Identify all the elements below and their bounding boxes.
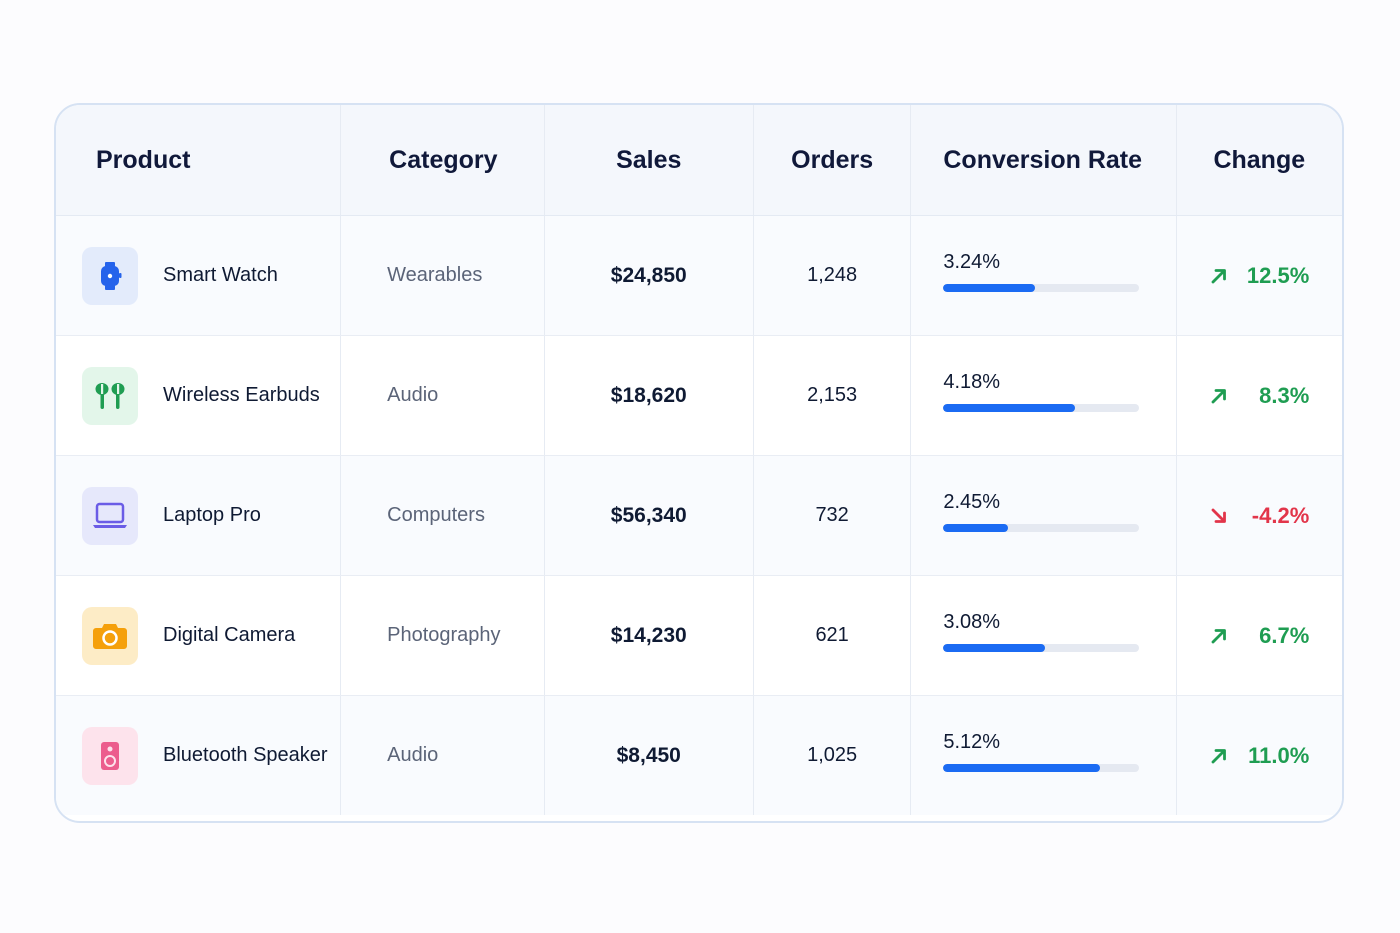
conversion-value: 2.45% xyxy=(943,491,1001,513)
conversion-cell: 4.18% xyxy=(911,336,1177,455)
table-row[interactable]: Smart Watch Wearables $24,850 1,248 3.24… xyxy=(56,216,1342,336)
orders-value: 732 xyxy=(815,504,849,526)
laptop-icon xyxy=(82,486,138,545)
table-row[interactable]: Bluetooth Speaker Audio $8,450 1,025 5.1… xyxy=(56,696,1342,815)
conversion-progress-fill xyxy=(943,764,1101,772)
change-cell: 11.0% xyxy=(1177,696,1342,815)
sales-cell: $24,850 xyxy=(545,216,754,335)
category-cell: Computers xyxy=(341,456,545,575)
conversion-value: 4.18% xyxy=(943,371,1001,393)
product-cell: Smart Watch xyxy=(56,216,342,335)
conversion-value: 3.08% xyxy=(943,611,1001,633)
sales-cell: $14,230 xyxy=(545,576,754,695)
conversion-value: 5.12% xyxy=(943,731,1001,753)
column-header-product[interactable]: Product xyxy=(56,105,342,215)
change-value: 8.3% xyxy=(1259,382,1310,408)
sales-value: $24,850 xyxy=(610,263,687,287)
column-header-conversion-rate[interactable]: Conversion Rate xyxy=(911,105,1177,215)
product-name[interactable]: Digital Camera xyxy=(163,624,296,646)
orders-cell: 1,248 xyxy=(754,216,912,335)
arrow-up-right-icon xyxy=(1209,746,1229,766)
conversion-progress-bar xyxy=(943,524,1140,532)
conversion-progress-bar xyxy=(943,764,1140,772)
change-value: 11.0% xyxy=(1248,742,1310,768)
change-cell: 12.5% xyxy=(1177,216,1342,335)
sales-cell: $8,450 xyxy=(545,696,754,815)
change-cell: -4.2% xyxy=(1177,456,1342,575)
product-name[interactable]: Bluetooth Speaker xyxy=(163,744,328,766)
orders-value: 1,248 xyxy=(807,264,858,286)
product-performance-table: Product Category Sales Orders Conversion… xyxy=(54,103,1344,823)
conversion-progress-bar xyxy=(943,404,1140,412)
product-cell: Digital Camera xyxy=(56,576,342,695)
camera-icon xyxy=(82,606,138,665)
sales-value: $14,230 xyxy=(610,623,687,647)
orders-value: 621 xyxy=(815,624,849,646)
category-cell: Audio xyxy=(341,336,545,455)
column-header-category[interactable]: Category xyxy=(341,105,545,215)
table-body: Smart Watch Wearables $24,850 1,248 3.24… xyxy=(56,216,1342,815)
sales-value: $18,620 xyxy=(610,383,687,407)
conversion-cell: 5.12% xyxy=(911,696,1177,815)
product-cell: Laptop Pro xyxy=(56,456,342,575)
change-cell: 8.3% xyxy=(1177,336,1342,455)
orders-cell: 621 xyxy=(754,576,912,695)
arrow-up-right-icon xyxy=(1209,266,1229,286)
column-header-change[interactable]: Change xyxy=(1213,145,1306,174)
category-cell: Wearables xyxy=(341,216,545,335)
orders-cell: 2,153 xyxy=(754,336,912,455)
orders-value: 2,153 xyxy=(807,384,858,406)
category-cell: Photography xyxy=(341,576,545,695)
sales-cell: $18,620 xyxy=(545,336,754,455)
conversion-progress-bar xyxy=(943,284,1140,292)
column-header-orders[interactable]: Orders xyxy=(754,105,912,215)
conversion-value: 3.24% xyxy=(943,251,1001,273)
change-value: 6.7% xyxy=(1259,622,1310,648)
sales-cell: $56,340 xyxy=(545,456,754,575)
earbuds-icon xyxy=(82,366,138,425)
arrow-down-right-icon xyxy=(1209,506,1229,526)
arrow-up-right-icon xyxy=(1209,386,1229,406)
conversion-cell: 2.45% xyxy=(911,456,1177,575)
conversion-cell: 3.24% xyxy=(911,216,1177,335)
category-cell: Audio xyxy=(341,696,545,815)
table-row[interactable]: Laptop Pro Computers $56,340 732 2.45% -… xyxy=(56,456,1342,576)
smartwatch-icon xyxy=(82,246,138,305)
product-cell: Bluetooth Speaker xyxy=(56,696,342,815)
category-value: Computers xyxy=(387,504,485,526)
conversion-progress-fill xyxy=(943,524,1009,532)
product-name[interactable]: Laptop Pro xyxy=(163,504,261,526)
orders-value: 1,025 xyxy=(807,744,858,766)
change-value: 12.5% xyxy=(1246,262,1310,288)
table-row[interactable]: Digital Camera Photography $14,230 621 3… xyxy=(56,576,1342,696)
sales-value: $56,340 xyxy=(610,503,687,527)
orders-cell: 732 xyxy=(754,456,912,575)
conversion-progress-fill xyxy=(943,644,1046,652)
speaker-icon xyxy=(82,726,138,785)
conversion-progress-fill xyxy=(943,284,1036,292)
category-value: Audio xyxy=(387,744,439,766)
product-cell: Wireless Earbuds xyxy=(56,336,342,455)
category-value: Wearables xyxy=(387,264,483,286)
conversion-progress-fill xyxy=(943,404,1075,412)
sales-value: $8,450 xyxy=(616,743,681,767)
category-value: Audio xyxy=(387,384,439,406)
table-row[interactable]: Wireless Earbuds Audio $18,620 2,153 4.1… xyxy=(56,336,1342,456)
column-header-sales[interactable]: Sales xyxy=(545,105,754,215)
product-name[interactable]: Smart Watch xyxy=(163,264,278,286)
product-name[interactable]: Wireless Earbuds xyxy=(163,384,320,406)
change-value: -4.2% xyxy=(1251,502,1310,528)
orders-cell: 1,025 xyxy=(754,696,912,815)
conversion-cell: 3.08% xyxy=(911,576,1177,695)
category-value: Photography xyxy=(387,624,501,646)
table-header: Product Category Sales Orders Conversion… xyxy=(56,105,1342,216)
change-cell: 6.7% xyxy=(1177,576,1342,695)
conversion-progress-bar xyxy=(943,644,1140,652)
arrow-up-right-icon xyxy=(1209,626,1229,646)
